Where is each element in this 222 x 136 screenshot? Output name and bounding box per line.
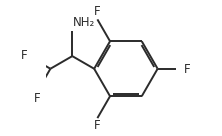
Text: NH₂: NH₂ [73,16,95,29]
Text: F: F [184,63,190,76]
Text: F: F [93,5,100,18]
Text: F: F [34,92,40,105]
Text: F: F [21,49,28,62]
Text: F: F [93,119,100,132]
